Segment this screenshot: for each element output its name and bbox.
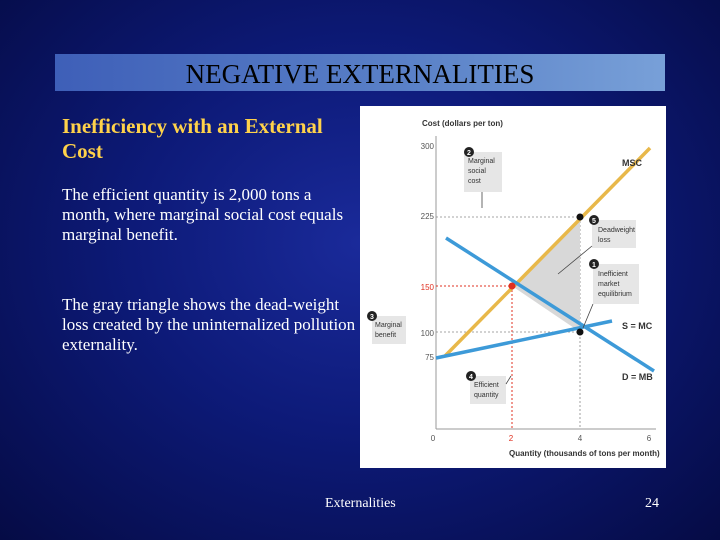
x-tick-0: 0 (431, 434, 436, 443)
svg-text:quantity: quantity (474, 392, 499, 399)
efficient-point (508, 282, 516, 290)
callout-inefficient-equilibrium: 1 Inefficient market equilibrium (582, 259, 639, 329)
y-tick-300: 300 (421, 142, 435, 151)
svg-text:benefit: benefit (375, 332, 396, 339)
svg-text:equilibrium: equilibrium (598, 291, 632, 298)
svg-text:Marginal: Marginal (375, 322, 402, 329)
y-tick-225: 225 (421, 212, 435, 221)
svg-text:2: 2 (467, 150, 471, 157)
svg-text:loss: loss (598, 237, 611, 244)
s-mc-label: S = MC (622, 321, 653, 331)
msc-curve (443, 146, 652, 358)
callout-efficient-quantity: 4 Efficient quantity (466, 371, 512, 404)
x-tick-6: 6 (647, 434, 652, 443)
svg-text:Deadweight: Deadweight (598, 227, 635, 234)
svg-text:Inefficient: Inefficient (598, 271, 628, 278)
paragraph-deadweight-loss: The gray triangle shows the dead-weight … (62, 295, 356, 354)
svg-text:5: 5 (592, 218, 596, 225)
externality-figure: Cost (dollars per ton) 300 225 150 100 7… (360, 106, 666, 468)
svg-text:1: 1 (592, 262, 596, 269)
x-tick-2: 2 (509, 434, 514, 443)
deadweight-triangle (512, 217, 580, 332)
slide-title: NEGATIVE EXTERNALITIES (55, 54, 665, 91)
demand-curve (445, 236, 655, 373)
y-tick-100: 100 (421, 329, 435, 338)
svg-text:cost: cost (468, 178, 481, 185)
msc-label: MSC (622, 158, 643, 168)
footer-label: Externalities (325, 496, 396, 511)
msc-point-at-q4 (576, 213, 584, 221)
y-tick-150: 150 (421, 283, 435, 292)
callout-deadweight-loss: 5 Deadweight loss (557, 215, 636, 275)
svg-text:social: social (468, 168, 486, 175)
paragraph-efficient-quantity: The efficient quantity is 2,000 tons a m… (62, 185, 344, 244)
svg-text:Efficient: Efficient (474, 382, 499, 389)
svg-text:Marginal: Marginal (468, 158, 495, 165)
y-tick-75: 75 (425, 353, 434, 362)
callout-marginal-benefit: 3 Marginal benefit (367, 311, 406, 344)
page-number: 24 (645, 496, 659, 511)
y-axis-label: Cost (dollars per ton) (422, 119, 503, 128)
market-equilibrium-point (576, 328, 584, 336)
slide-subtitle: Inefficiency with an External Cost (62, 114, 323, 163)
svg-text:market: market (598, 281, 619, 288)
x-axis-label: Quantity (thousands of tons per month) (509, 449, 660, 458)
d-mb-label: D = MB (622, 372, 653, 382)
svg-text:3: 3 (370, 314, 374, 321)
callout-marginal-social-cost: 2 Marginal social cost (464, 147, 502, 208)
svg-text:4: 4 (469, 374, 473, 381)
x-tick-4: 4 (578, 434, 583, 443)
supply-curve (435, 319, 613, 360)
